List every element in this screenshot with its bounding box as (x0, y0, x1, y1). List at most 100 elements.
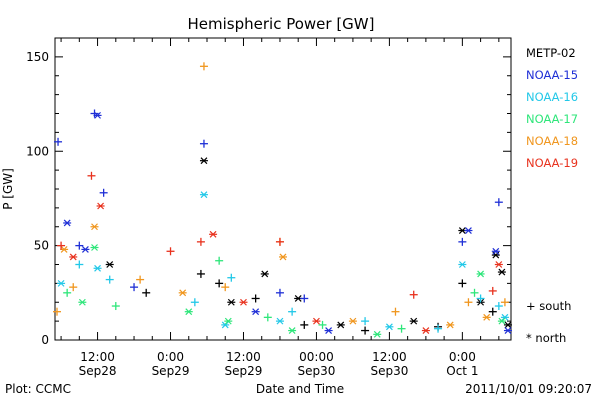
y-tick-label: 150 (26, 50, 49, 64)
north-point (324, 327, 333, 334)
y-tick-label: 0 (41, 333, 49, 347)
north-point (69, 253, 78, 261)
legend-entry: NOAA-16 (526, 90, 578, 104)
south-point (458, 237, 467, 246)
south-point (190, 298, 199, 307)
north-point (503, 327, 512, 334)
legend-entry: NOAA-19 (526, 156, 578, 170)
legend-entry: NOAA-18 (526, 134, 578, 148)
south-point (288, 307, 297, 316)
south-point (458, 279, 467, 288)
north-point (63, 219, 72, 227)
north-point (57, 279, 66, 287)
south-point (196, 269, 205, 278)
north-point (199, 191, 208, 199)
south-point (434, 324, 443, 333)
satellite-legend: METP-02 NOAA-15 NOAA-16 NOAA-17 NOAA-18 NOAA-… (526, 46, 578, 170)
south-point (196, 237, 205, 246)
north-point (239, 298, 248, 306)
north-point (275, 317, 284, 325)
south-point (130, 283, 139, 292)
north-point (184, 308, 193, 316)
north-point (421, 327, 430, 334)
south-point (275, 288, 284, 297)
north-point (491, 247, 500, 255)
north-point (385, 323, 394, 331)
x-tick-label-time: 12:00 (226, 350, 261, 364)
north-point (251, 308, 260, 316)
south-point (488, 286, 497, 295)
south-point (251, 294, 260, 303)
south-point (87, 171, 96, 180)
x-tick-label-time: 00:00 (299, 350, 334, 364)
south-point (409, 290, 418, 299)
x-tick-label-time: 0:00 (157, 350, 184, 364)
south-point (494, 198, 503, 207)
north-point (93, 111, 102, 119)
north-point (458, 261, 467, 268)
south-point (215, 256, 224, 265)
south-point (215, 279, 224, 288)
north-point (446, 321, 455, 329)
north-point (209, 230, 218, 238)
y-axis-label: P [GW] (1, 168, 15, 210)
legend-entry: NOAA-17 (526, 112, 578, 126)
north-point (279, 253, 287, 261)
north-point (497, 268, 506, 276)
footer-plot-credit: Plot: CCMC (5, 382, 71, 396)
north-point (348, 317, 357, 325)
legend-entry: NOAA-15 (526, 68, 578, 82)
x-tick-label-date: Sep30 (297, 364, 335, 378)
north-point (78, 298, 87, 306)
north-point (199, 157, 208, 165)
south-point (136, 275, 145, 284)
south-point (63, 288, 72, 297)
south-point (494, 302, 503, 311)
south-point (57, 241, 66, 250)
south-point (105, 275, 114, 284)
south-point (69, 283, 78, 292)
south-point (488, 307, 497, 316)
north-point (476, 270, 485, 278)
south-point (75, 260, 84, 269)
y-tick-label: 50 (34, 239, 49, 253)
legend-entry: METP-02 (526, 46, 576, 60)
south-point (300, 294, 309, 303)
north-point (482, 313, 491, 321)
x-tick-label-date: Oct 1 (446, 364, 478, 378)
north-point (497, 317, 506, 325)
north-point (224, 317, 233, 325)
footer-timestamp: 2011/10/01 09:20:07 (465, 382, 592, 396)
hemisphere-legend: + south * north (526, 299, 571, 345)
x-tick-label-date: Sep30 (370, 364, 408, 378)
south-point (75, 241, 84, 250)
north-point (409, 317, 418, 325)
plot-frame (54, 37, 512, 341)
north-point (81, 245, 90, 253)
x-tick-label-time: 12:00 (372, 350, 407, 364)
south-point (221, 283, 230, 292)
south-point (361, 317, 370, 326)
south-point (111, 302, 120, 311)
north-point (500, 313, 509, 321)
south-point (166, 247, 175, 256)
south-point (53, 307, 61, 316)
north-point (336, 321, 345, 329)
north-point (178, 289, 187, 297)
y-tick-label: 100 (26, 144, 49, 158)
north-point (221, 321, 230, 329)
south-point (199, 139, 208, 148)
north-point (96, 202, 105, 210)
north-point (227, 298, 236, 306)
x-tick-label-date: Sep29 (152, 364, 190, 378)
north-point (90, 223, 99, 231)
south-point (263, 313, 272, 322)
x-axis-label: Date and Time (256, 382, 344, 396)
north-point (464, 227, 473, 234)
north-point (260, 270, 269, 278)
south-point (464, 298, 473, 307)
south-point (199, 62, 208, 71)
north-point (90, 244, 99, 251)
y-axis: 0 50 100 150 (26, 37, 511, 347)
north-point (312, 317, 321, 325)
